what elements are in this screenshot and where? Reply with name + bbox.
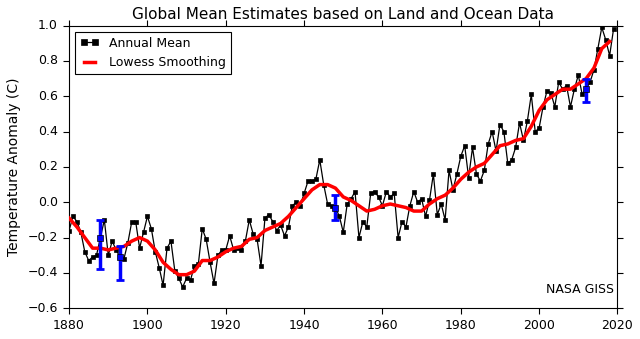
Annual Mean	[65, 228, 73, 233]
Annual Mean	[97, 236, 104, 240]
Line: Lowess Smoothing: Lowess Smoothing	[69, 41, 610, 275]
Lowess Smoothing	[175, 273, 182, 277]
Lowess Smoothing	[527, 124, 535, 128]
Annual Mean	[120, 257, 128, 261]
Lowess Smoothing	[535, 108, 543, 113]
Legend: Annual Mean, Lowess Smoothing: Annual Mean, Lowess Smoothing	[76, 32, 231, 74]
Title: Global Mean Estimates based on Land and Ocean Data: Global Mean Estimates based on Land and …	[132, 7, 554, 22]
Line: Annual Mean: Annual Mean	[67, 25, 616, 290]
Annual Mean	[85, 259, 93, 263]
Annual Mean	[598, 25, 605, 29]
Lowess Smoothing	[198, 259, 206, 263]
Annual Mean	[610, 27, 618, 31]
Lowess Smoothing	[371, 207, 378, 211]
Y-axis label: Temperature Anomaly (C): Temperature Anomaly (C)	[6, 78, 20, 256]
Lowess Smoothing	[136, 236, 143, 240]
Lowess Smoothing	[606, 39, 614, 43]
Lowess Smoothing	[65, 216, 73, 220]
Lowess Smoothing	[237, 244, 245, 248]
Annual Mean	[163, 246, 171, 250]
Text: NASA GISS: NASA GISS	[545, 283, 614, 296]
Annual Mean	[179, 285, 186, 289]
Annual Mean	[339, 230, 347, 234]
Annual Mean	[296, 204, 304, 208]
